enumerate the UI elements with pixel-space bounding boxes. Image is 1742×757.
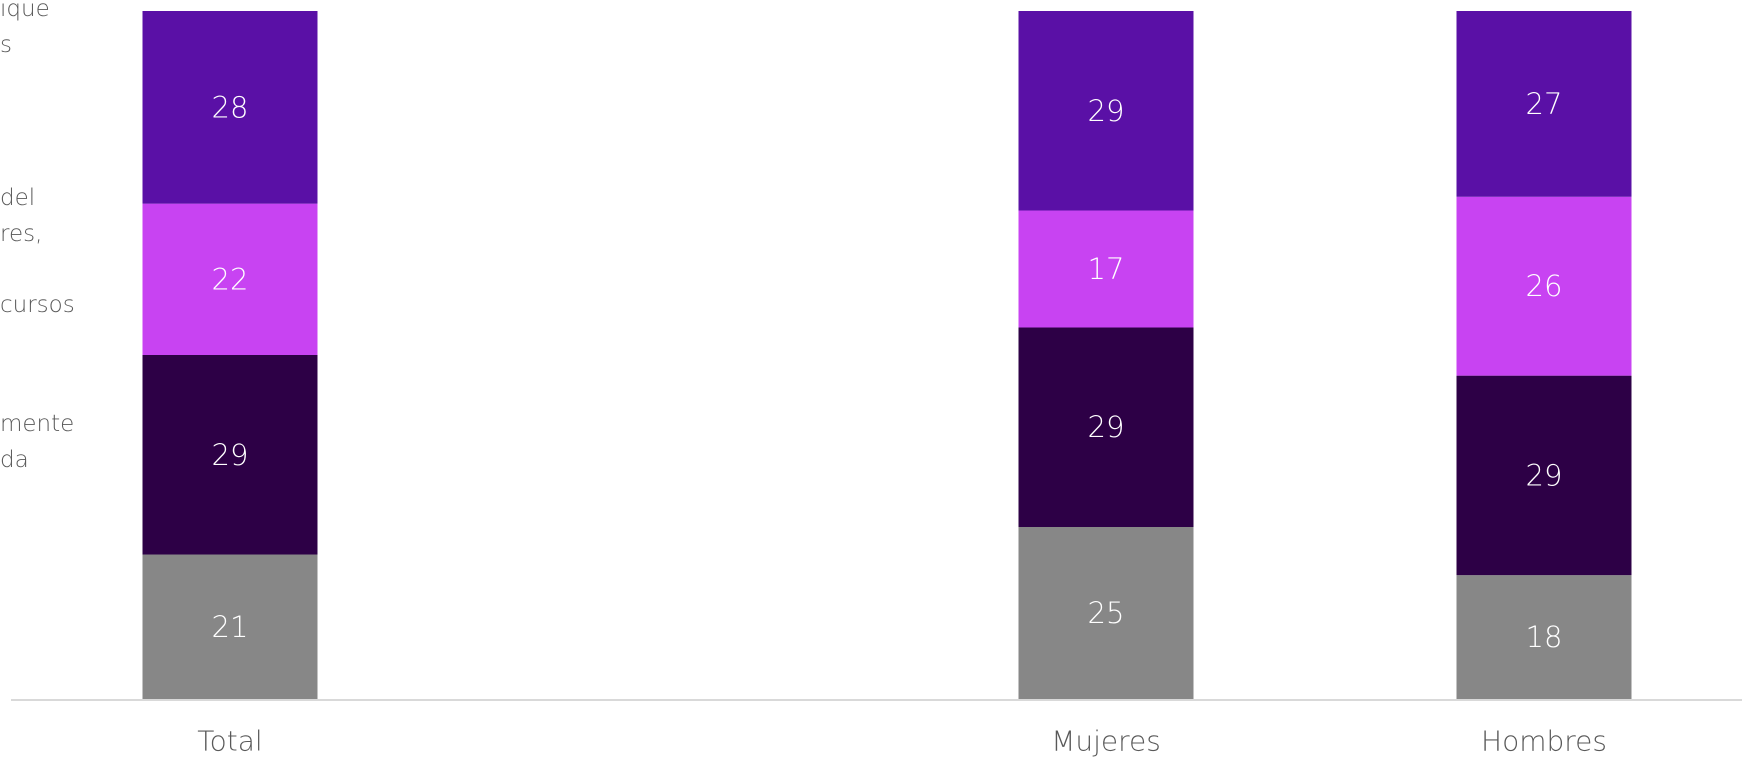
bar-segment-mujeres-0: [1018, 527, 1194, 699]
bar-segment-mujeres-3: [1018, 11, 1194, 211]
data-label-mujeres-0: 25: [1088, 596, 1125, 630]
legend-fragment-2-0: mente: [0, 411, 74, 437]
data-label-hombres-2: 26: [1526, 269, 1563, 303]
legend-fragment-1-1: res,: [0, 221, 42, 247]
bar-segment-mujeres-2: [1018, 210, 1194, 328]
bar-segment-total-0: [142, 554, 318, 699]
category-label-hombres: Hombres: [1481, 725, 1607, 757]
data-label-hombres-0: 18: [1526, 620, 1563, 654]
data-label-hombres-1: 29: [1526, 458, 1563, 492]
bar-segment-hombres-1: [1456, 375, 1632, 576]
data-label-hombres-3: 27: [1526, 87, 1563, 121]
bars: 21 29 22 28 25 29 17 29 18 29 26 27: [142, 11, 1632, 699]
bar-segment-hombres-3: [1456, 11, 1632, 197]
data-label-total-0: 21: [212, 610, 249, 644]
legend-fragment-0-0: ique: [0, 0, 50, 22]
legend-fragment-0-1: s: [0, 32, 12, 58]
bar-segment-total-2: [142, 203, 318, 355]
bar-segment-total-1: [142, 355, 318, 555]
bar-segment-hombres-2: [1456, 196, 1632, 376]
category-label-total: Total: [197, 725, 262, 757]
bar-segment-hombres-0: [1456, 575, 1632, 699]
bar-segment-total-3: [142, 11, 318, 204]
data-label-mujeres-1: 29: [1088, 410, 1125, 444]
legend-fragment-1-0: del: [0, 185, 35, 211]
category-labels: Total Mujeres Hombres: [197, 725, 1607, 757]
data-label-mujeres-2: 17: [1088, 252, 1125, 286]
data-label-mujeres-3: 29: [1088, 94, 1125, 128]
legend: ique s del res, cursos mente da: [0, 0, 75, 473]
data-label-total-3: 28: [212, 90, 249, 124]
data-label-total-1: 29: [212, 438, 249, 472]
category-label-mujeres: Mujeres: [1051, 725, 1161, 757]
data-label-total-2: 22: [212, 262, 249, 296]
legend-fragment-1-2: cursos: [0, 292, 75, 318]
legend-fragment-2-1: da: [0, 447, 29, 473]
bar-segment-mujeres-1: [1018, 327, 1194, 527]
